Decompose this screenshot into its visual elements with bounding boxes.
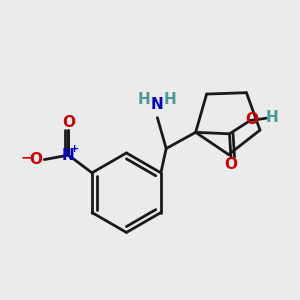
Text: −: −: [20, 150, 32, 164]
Text: +: +: [70, 144, 80, 154]
Text: N: N: [62, 148, 75, 163]
Text: N: N: [151, 97, 164, 112]
Text: H: H: [164, 92, 177, 107]
Text: O: O: [245, 112, 258, 127]
Text: H: H: [138, 92, 151, 107]
Text: O: O: [224, 157, 238, 172]
Text: O: O: [62, 115, 75, 130]
Text: O: O: [30, 152, 43, 167]
Text: H: H: [265, 110, 278, 125]
